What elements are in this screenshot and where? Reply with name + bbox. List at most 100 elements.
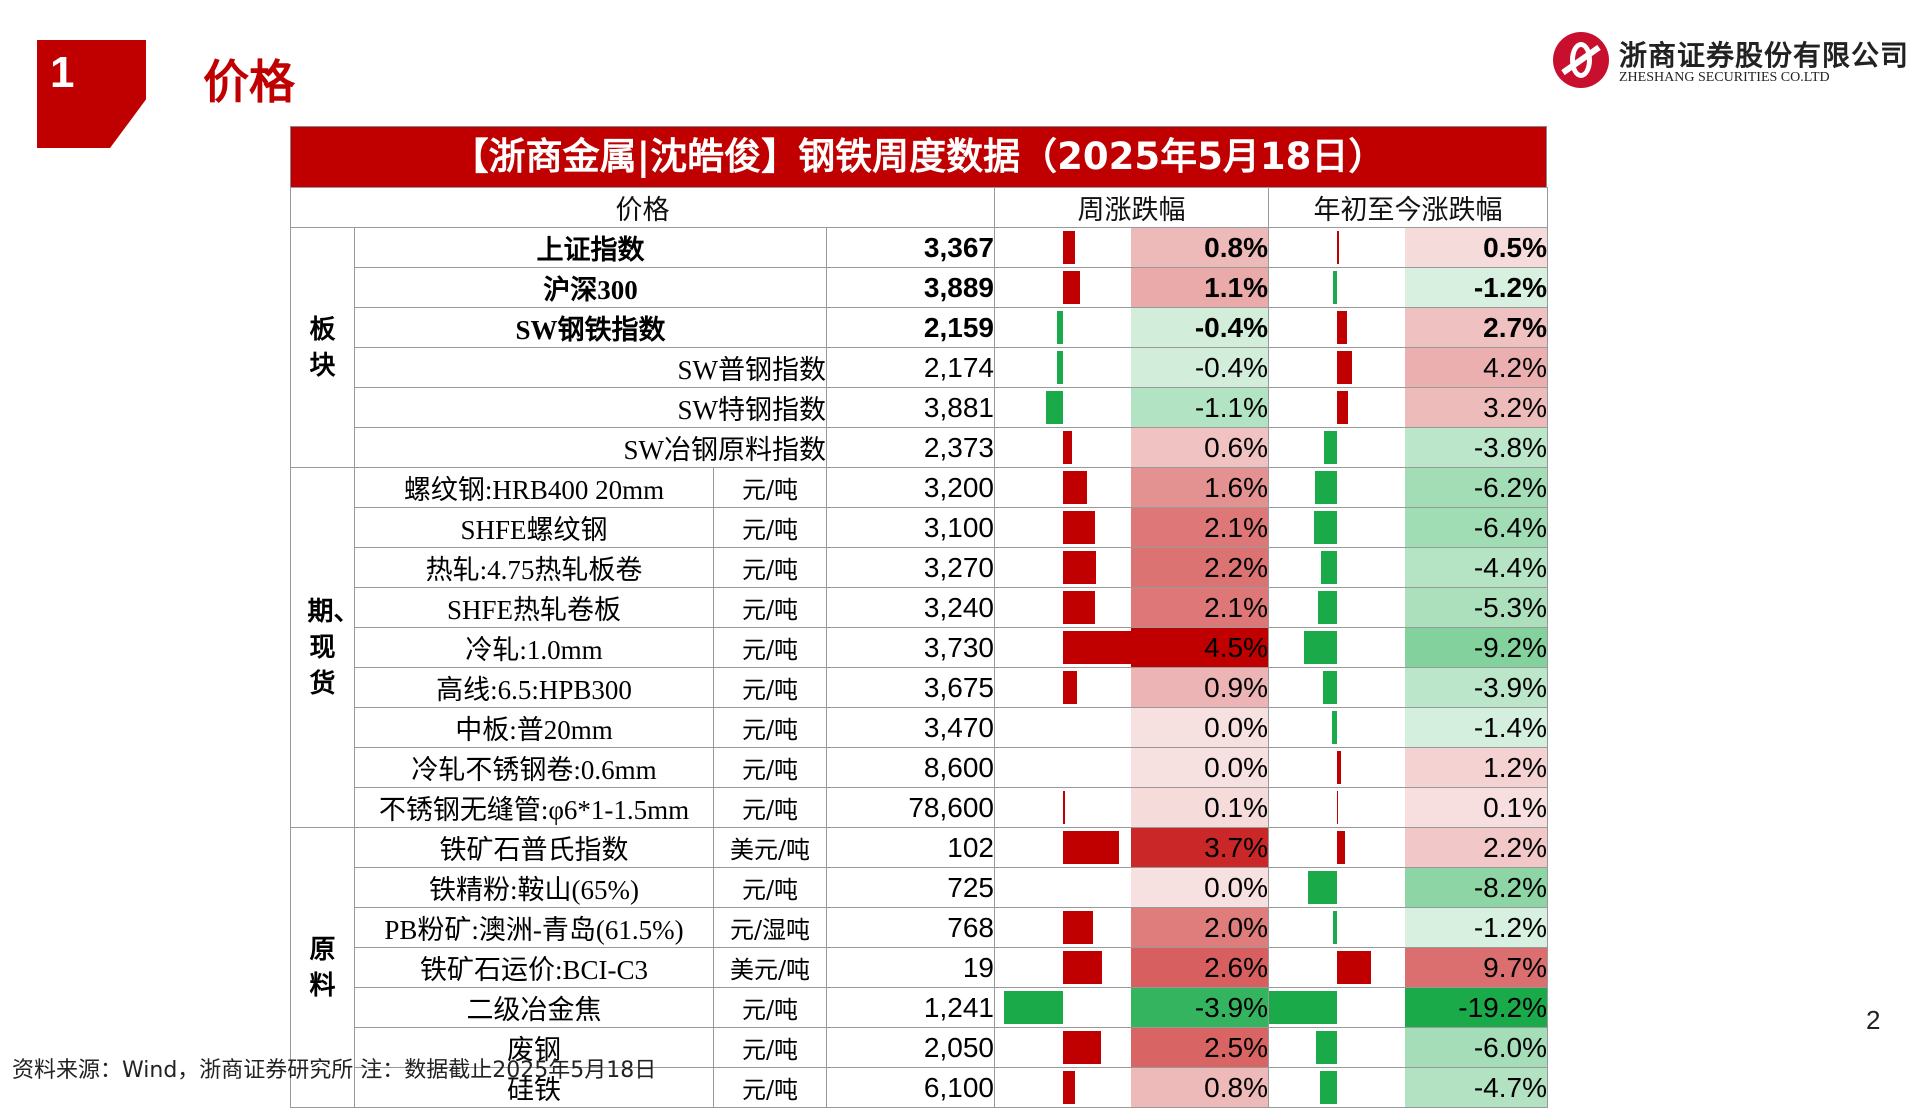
weekly-bar-cell [994, 427, 1131, 468]
weekly-bar-cell [994, 227, 1131, 268]
weekly-change: 0.8% [1130, 1067, 1269, 1108]
weekly-bar-cell [994, 747, 1131, 788]
ytd-change: 2.7% [1404, 307, 1548, 348]
logo-en-name: ZHESHANG SECURITIES CO.LTD [1619, 70, 1830, 85]
section-number: 1 [50, 48, 75, 97]
table-row: 冷轧:1.0mm 元/吨 3,730 4.5% -9.2% [291, 627, 1548, 668]
weekly-change: -0.4% [1130, 347, 1269, 388]
table-row: SHFE螺纹钢 元/吨 3,100 2.1% -6.4% [291, 507, 1548, 548]
item-unit: 元/湿吨 [713, 907, 827, 948]
weekly-bar-cell [994, 387, 1131, 428]
weekly-change: 2.2% [1130, 547, 1269, 588]
weekly-change: 2.1% [1130, 587, 1269, 628]
weekly-change: 0.0% [1130, 747, 1269, 788]
table-row: 铁精粉:鞍山(65%) 元/吨 725 0.0% -8.2% [291, 867, 1548, 908]
steel-weekly-table: 【浙商金属|沈皓俊】钢铁周度数据（2025年5月18日） 价格 周涨跌幅 年初至… [290, 126, 1548, 1108]
item-name: 冷轧:1.0mm [354, 627, 714, 668]
item-price: 1,241 [826, 987, 995, 1028]
table-row: 废钢 元/吨 2,050 2.5% -6.0% [291, 1027, 1548, 1068]
ytd-bar-cell [1268, 267, 1405, 308]
weekly-bar-cell [994, 347, 1131, 388]
item-name: 沪深300 [354, 267, 827, 308]
table-row: SW钢铁指数 2,159 -0.4% 2.7% [291, 307, 1548, 348]
ytd-bar-cell [1268, 427, 1405, 468]
item-price: 2,159 [826, 307, 995, 348]
ytd-bar [1337, 391, 1349, 424]
item-unit: 元/吨 [713, 987, 827, 1028]
source-footnote: 资料来源：Wind，浙商证券研究所 注：数据截止2025年5月18日 [12, 1058, 657, 1083]
ytd-bar [1304, 631, 1337, 664]
weekly-bar [1063, 671, 1077, 704]
weekly-change: 2.6% [1130, 947, 1269, 988]
weekly-bar [1063, 511, 1095, 544]
ytd-change: 9.7% [1404, 947, 1548, 988]
weekly-bar [1004, 991, 1063, 1024]
table-row: SW特钢指数 3,881 -1.1% 3.2% [291, 387, 1548, 428]
ytd-bar [1323, 671, 1337, 704]
weekly-bar-cell [994, 667, 1131, 708]
ytd-bar-cell [1268, 907, 1405, 948]
ytd-bar [1337, 231, 1339, 264]
ytd-bar [1314, 511, 1337, 544]
header-price: 价格 [290, 187, 995, 228]
item-name: 冷轧不锈钢卷:0.6mm [354, 747, 714, 788]
weekly-bar [1063, 791, 1065, 824]
item-name: 上证指数 [354, 227, 827, 268]
weekly-change: 0.6% [1130, 427, 1269, 468]
item-name: PB粉矿:澳洲-青岛(61.5%) [354, 907, 714, 948]
ytd-change: 0.1% [1404, 787, 1548, 828]
ytd-bar [1323, 431, 1337, 464]
weekly-change: 0.9% [1130, 667, 1269, 708]
item-price: 3,100 [826, 507, 995, 548]
weekly-bar-cell [994, 827, 1131, 868]
header-weekly: 周涨跌幅 [994, 187, 1269, 228]
item-price: 19 [826, 947, 995, 988]
ytd-bar-cell [1268, 867, 1405, 908]
weekly-bar-cell [994, 627, 1131, 668]
weekly-change: 0.1% [1130, 787, 1269, 828]
item-price: 8,600 [826, 747, 995, 788]
item-unit: 元/吨 [713, 547, 827, 588]
ytd-change: -8.2% [1404, 867, 1548, 908]
ytd-change: -1.4% [1404, 707, 1548, 748]
weekly-change: 0.8% [1130, 227, 1269, 268]
item-unit: 元/吨 [713, 1067, 827, 1108]
logo-cn-name: 浙商证券股份有限公司 [1619, 39, 1910, 72]
item-name: 铁精粉:鞍山(65%) [354, 867, 714, 908]
weekly-bar-cell [994, 707, 1131, 748]
item-price: 3,881 [826, 387, 995, 428]
weekly-bar [1046, 391, 1063, 424]
group-label: 板块 [290, 227, 355, 468]
group-label-text: 板块 [309, 314, 336, 381]
weekly-bar-cell [994, 867, 1131, 908]
ytd-change: -1.2% [1404, 267, 1548, 308]
table-row: 热轧:4.75热轧板卷 元/吨 3,270 2.2% -4.4% [291, 547, 1548, 588]
weekly-change: 2.1% [1130, 507, 1269, 548]
weekly-bar-cell [994, 547, 1131, 588]
item-name: SW普钢指数 [354, 347, 827, 388]
table-row: SW冶钢原料指数 2,373 0.6% -3.8% [291, 427, 1548, 468]
item-unit: 元/吨 [713, 707, 827, 748]
ytd-bar [1337, 311, 1347, 344]
ytd-bar [1315, 1031, 1337, 1064]
item-name: 中板:普20mm [354, 707, 714, 748]
ytd-change: -6.4% [1404, 507, 1548, 548]
ytd-bar [1320, 1071, 1337, 1104]
table-row: 高线:6.5:HPB300 元/吨 3,675 0.9% -3.9% [291, 667, 1548, 708]
ytd-change: -3.9% [1404, 667, 1548, 708]
ytd-change: 4.2% [1404, 347, 1548, 388]
ytd-bar-cell [1268, 707, 1405, 748]
item-unit: 元/吨 [713, 747, 827, 788]
weekly-bar-cell [994, 907, 1131, 948]
ytd-bar-cell [1268, 347, 1405, 388]
ytd-bar [1307, 871, 1337, 904]
ytd-bar [1332, 711, 1337, 744]
item-name: 热轧:4.75热轧板卷 [354, 547, 714, 588]
item-price: 78,600 [826, 787, 995, 828]
ytd-bar [1318, 591, 1337, 624]
item-name: 铁矿石普氏指数 [354, 827, 714, 868]
ytd-bar [1321, 551, 1337, 584]
weekly-bar-cell [994, 987, 1131, 1028]
table-row: 板块 上证指数 3,367 0.8% 0.5% [290, 227, 1548, 468]
weekly-bar-cell [994, 507, 1131, 548]
